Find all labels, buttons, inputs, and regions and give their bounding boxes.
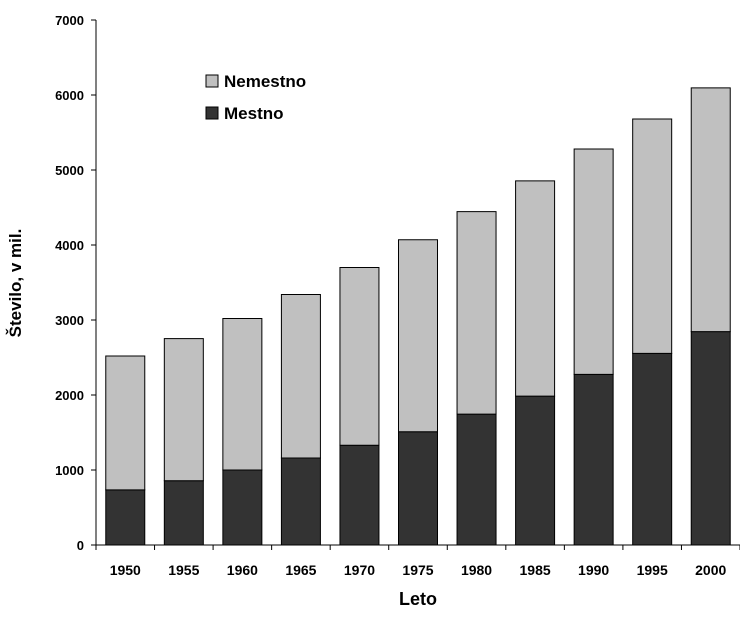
y-tick-label: 2000 (55, 388, 84, 403)
bar-mestno-1960 (222, 469, 263, 546)
x-tick-label: 1955 (168, 562, 199, 578)
bar-nemestno-1990 (573, 148, 614, 375)
x-tick-label: 1950 (110, 562, 141, 578)
bar-nemestno-2000 (690, 87, 731, 333)
y-tick-label: 7000 (55, 13, 84, 28)
bar-mestno-1975 (398, 431, 438, 546)
legend-label-mestno: Mestno (224, 104, 284, 123)
bar-nemestno-1955 (163, 338, 204, 482)
bar-nemestno-1965 (280, 294, 321, 459)
bar-mestno-1990 (573, 373, 614, 546)
x-tick-label: 1995 (637, 562, 668, 578)
bar-nemestno-1950 (105, 355, 146, 491)
tick-labels: 0 1000 2000 3000 4000 5000 6000 7000 1950 1955 196… (55, 13, 726, 578)
legend-label-nemestno: Nemestno (224, 72, 306, 91)
legend: Nemestno Mestno (205, 72, 306, 123)
bar-mestno-1955 (163, 480, 204, 546)
bar-nemestno-1995 (632, 118, 673, 354)
y-tick-label: 1000 (55, 463, 84, 478)
x-axis-title: Leto (399, 589, 437, 609)
x-tick-label: 1975 (402, 562, 433, 578)
bar-nemestno-1970 (339, 267, 380, 446)
x-tick-label: 1960 (227, 562, 258, 578)
x-tick-label: 1965 (285, 562, 316, 578)
y-axis-title: Število, v mil. (6, 229, 25, 338)
bar-mestno-1980 (456, 413, 497, 546)
y-tick-label: 3000 (55, 313, 84, 328)
bar-nemestno-1975 (398, 239, 438, 433)
bar-nemestno-1960 (222, 318, 263, 471)
bars (105, 87, 731, 546)
x-tick-label: 2000 (695, 562, 726, 578)
y-tick-label: 5000 (55, 163, 84, 178)
bar-mestno-1970 (339, 444, 380, 546)
x-tick-label: 1970 (344, 562, 375, 578)
bar-mestno-1985 (515, 395, 556, 546)
y-tick-label: 4000 (55, 238, 84, 253)
x-tick-label: 1985 (520, 562, 551, 578)
bar-nemestno-1985 (515, 180, 556, 397)
legend-swatch-mestno (205, 106, 219, 120)
bar-mestno-1995 (632, 352, 673, 546)
x-tick-label: 1980 (461, 562, 492, 578)
bar-mestno-1965 (280, 457, 321, 546)
bar-mestno-1950 (105, 489, 146, 546)
legend-swatch-nemestno (205, 74, 219, 88)
bar-nemestno-1980 (456, 211, 497, 415)
x-tick-label: 1990 (578, 562, 609, 578)
y-tick-label: 0 (77, 538, 84, 553)
y-tick-label: 6000 (55, 88, 84, 103)
bar-mestno-2000 (690, 331, 731, 546)
